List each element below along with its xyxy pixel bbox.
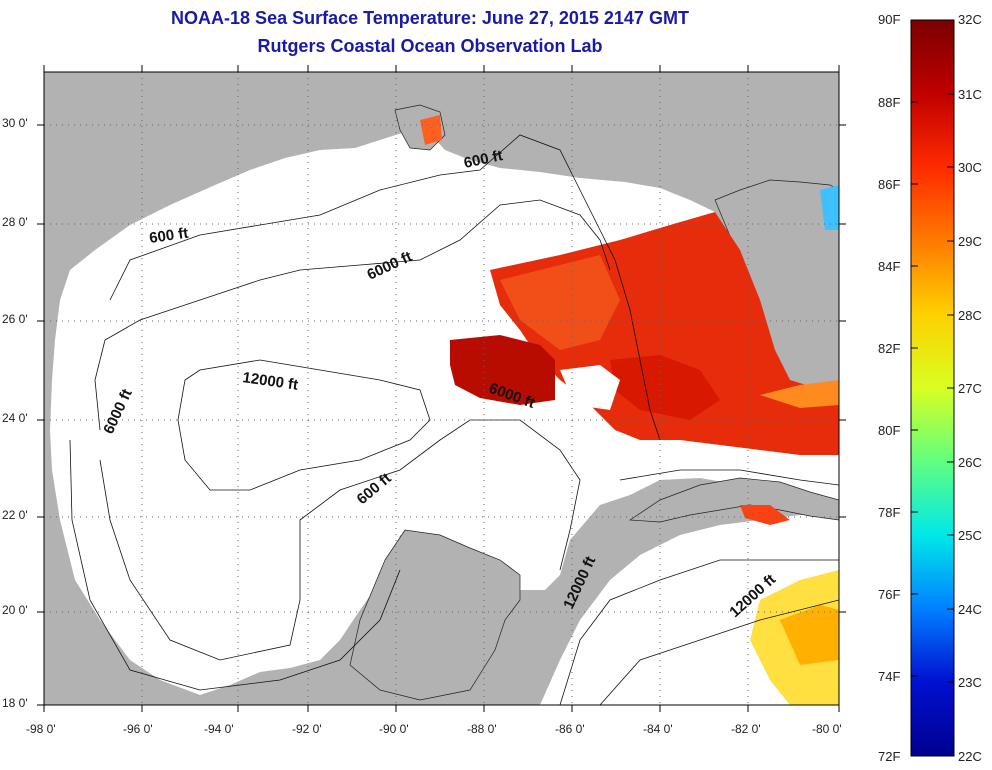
colorbar-label-c: 31C	[958, 87, 982, 102]
sst-data-layer	[420, 115, 839, 705]
colorbar-label-f: 90F	[878, 12, 901, 27]
colorbar-label-f: 88F	[878, 95, 901, 110]
lat-label: 22 0'	[2, 508, 28, 522]
lat-label: 24 0'	[2, 411, 28, 425]
colorbar-label-c: 27C	[958, 381, 982, 396]
colorbar-label-c: 23C	[958, 675, 982, 690]
colorbar-label-f: 86F	[878, 177, 901, 192]
lon-label: -92 0'	[292, 722, 322, 736]
map-title: NOAA-18 Sea Surface Temperature: June 27…	[171, 8, 689, 28]
lon-label: -82 0'	[731, 722, 761, 736]
contour-label: 600 ft	[148, 225, 189, 247]
lat-label: 26 0'	[2, 312, 28, 326]
lon-label: -86 0'	[555, 722, 585, 736]
lon-label: -90 0'	[379, 722, 409, 736]
lon-label: -94 0'	[204, 722, 234, 736]
colorbar-label-c: 24C	[958, 602, 982, 617]
colorbar-label-f: 78F	[878, 505, 901, 520]
colorbar-label-f: 72F	[878, 749, 901, 764]
map-subtitle: Rutgers Coastal Ocean Observation Lab	[257, 36, 603, 56]
lon-label: -98 0'	[26, 722, 56, 736]
yucatan-land	[349, 529, 521, 701]
colorbar-label-c: 30C	[958, 160, 982, 175]
colorbar-label-f: 82F	[878, 341, 901, 356]
lon-label: -96 0'	[123, 722, 153, 736]
lat-label: 18 0'	[2, 696, 28, 710]
colorbar-label-f: 80F	[878, 423, 901, 438]
lat-label: 30 0'	[2, 116, 28, 130]
map-frame	[43, 71, 840, 706]
colorbar-label-c: 28C	[958, 308, 982, 323]
lon-label: -80 0'	[812, 722, 842, 736]
bathymetry-contours	[69, 134, 839, 705]
cuba-land	[628, 477, 839, 523]
lat-label: 20 0'	[2, 603, 28, 617]
colorbar-label-f: 74F	[878, 669, 901, 684]
frame-ticks	[37, 65, 846, 712]
colorbar-label-c: 29C	[958, 234, 982, 249]
colorbar-label-f: 84F	[878, 259, 901, 274]
colorbar-label-c: 25C	[958, 528, 982, 543]
lat-label: 28 0'	[2, 215, 28, 229]
lon-label: -88 0'	[467, 722, 497, 736]
lat-lon-grid	[44, 72, 839, 705]
colorbar-label-f: 76F	[878, 587, 901, 602]
colorbar-label-c: 22C	[958, 749, 982, 764]
colorbar-ticks	[911, 93, 954, 683]
lon-label: -84 0'	[643, 722, 673, 736]
colorbar-label-c: 32C	[958, 12, 982, 27]
colorbar	[910, 19, 955, 757]
colorbar-label-c: 26C	[958, 455, 982, 470]
